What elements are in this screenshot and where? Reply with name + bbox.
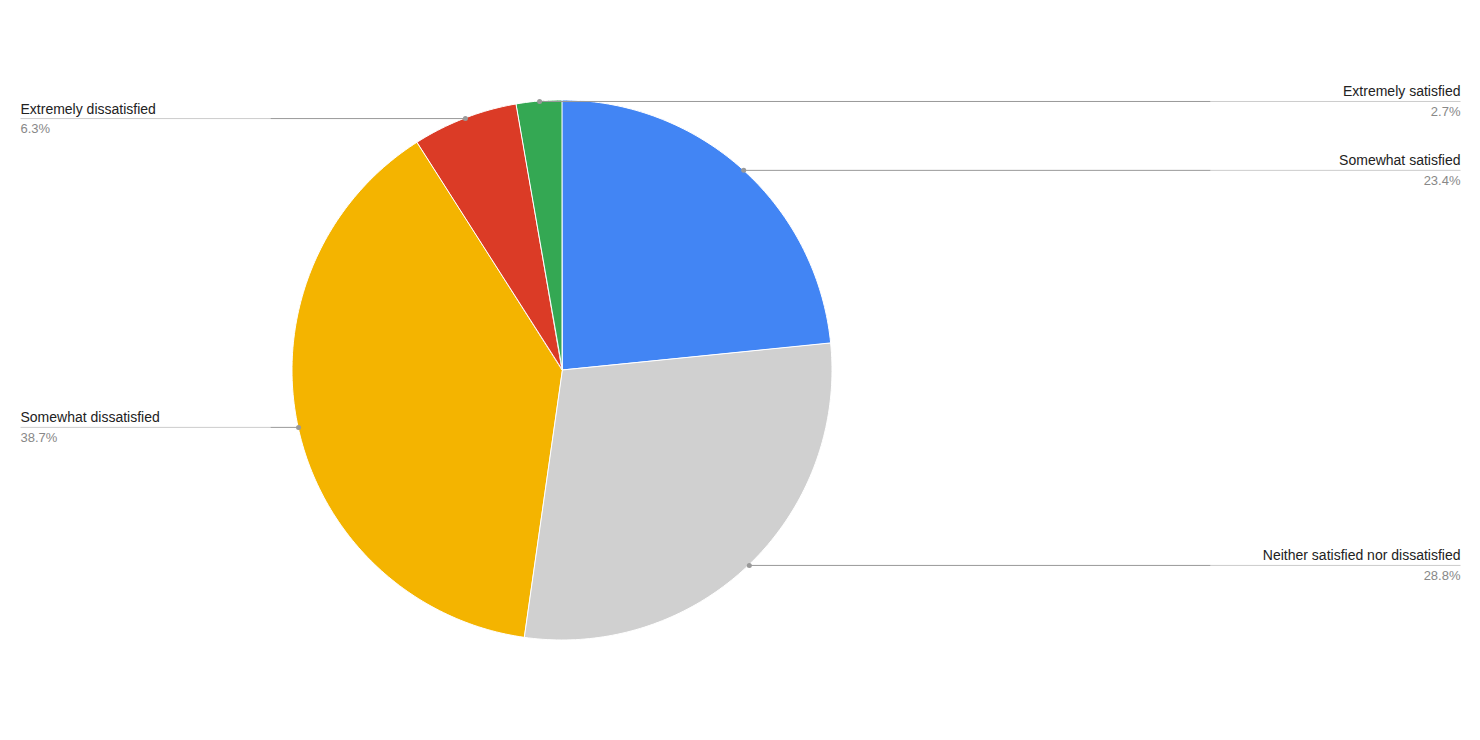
svg-text:28.8%: 28.8% <box>1424 568 1461 583</box>
svg-text:Somewhat satisfied: Somewhat satisfied <box>1339 152 1460 168</box>
svg-text:Extremely satisfied: Extremely satisfied <box>1343 83 1460 99</box>
svg-text:23.4%: 23.4% <box>1424 173 1461 188</box>
svg-text:38.7%: 38.7% <box>21 430 58 445</box>
svg-text:Somewhat dissatisfied: Somewhat dissatisfied <box>21 409 160 425</box>
svg-text:Extremely dissatisfied: Extremely dissatisfied <box>21 101 156 117</box>
svg-text:Neither satisfied nor dissatis: Neither satisfied nor dissatisfied <box>1263 547 1461 563</box>
svg-text:2.7%: 2.7% <box>1431 104 1461 119</box>
svg-text:6.3%: 6.3% <box>21 121 51 136</box>
